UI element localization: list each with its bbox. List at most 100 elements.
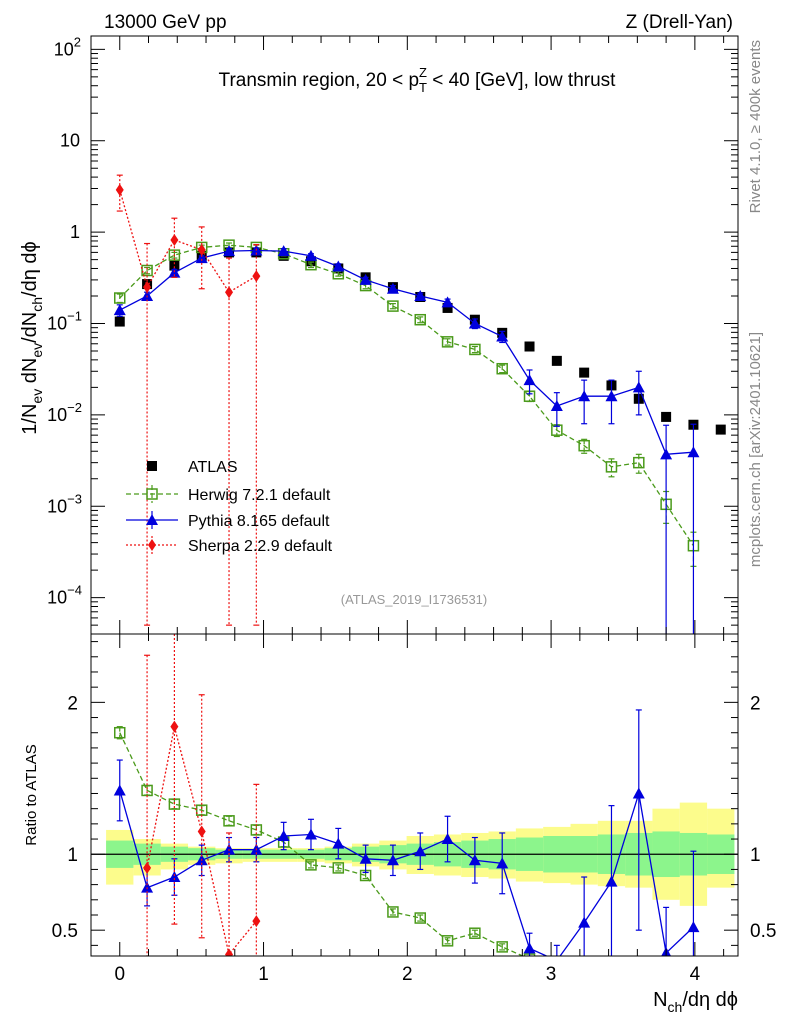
herwig-point <box>114 726 126 739</box>
pythia-point <box>113 784 126 796</box>
herwig-line <box>119 244 694 547</box>
ratio-y-tick-label: 1 <box>67 845 78 866</box>
sherpa-point <box>170 233 179 246</box>
mcplots-label: mcplots.cern.ch [arXiv:2401.10621] <box>747 332 764 567</box>
pythia-point <box>195 252 208 264</box>
pythia-point <box>605 390 618 402</box>
ratio-y-tick-label-right: 0.5 <box>750 921 776 942</box>
herwig-point <box>633 456 645 469</box>
ratio-ylabel: Ratio to ATLAS <box>23 744 40 845</box>
atlas-point <box>579 367 590 378</box>
pythia-point <box>496 857 509 869</box>
atlas-point <box>305 256 316 267</box>
sherpa-point <box>197 243 206 256</box>
legend-label: Herwig 7.2.1 default <box>188 487 331 504</box>
pythia-point <box>605 875 618 887</box>
herwig-point <box>496 362 508 375</box>
pythia-point <box>168 871 181 883</box>
pythia-point <box>146 514 158 525</box>
pythia-point <box>632 381 645 393</box>
main-plot-content <box>113 174 726 634</box>
atlas-point <box>524 341 535 352</box>
herwig-point <box>469 927 481 939</box>
pythia-point <box>578 390 591 402</box>
herwig-point <box>223 815 235 827</box>
x-tick-label: 0 <box>114 964 125 985</box>
herwig-point <box>387 300 399 312</box>
ratio-series <box>113 634 700 956</box>
herwig-point <box>441 336 454 348</box>
y-tick-label: 10−4 <box>47 583 82 608</box>
pythia-point <box>332 260 345 272</box>
pythia-point <box>468 317 481 329</box>
pythia-point <box>359 852 372 864</box>
herwig-point <box>414 313 427 326</box>
y-tick-label: 1 <box>70 222 80 242</box>
herwig-point <box>441 935 454 947</box>
y-tick-label: 10−1 <box>47 308 82 333</box>
pythia-point <box>578 916 591 928</box>
y-tick-label: 10 <box>60 131 80 151</box>
sherpa-point <box>170 720 179 733</box>
pythia-point <box>414 845 427 857</box>
pythia-point <box>414 289 427 301</box>
ratio-y-tick-label: 2 <box>67 693 78 714</box>
ratio-y-tick-label: 0.5 <box>52 921 78 942</box>
pythia-point <box>304 828 317 840</box>
y-tick-label: 102 <box>54 34 81 59</box>
herwig-point <box>414 912 427 924</box>
pythia-point <box>359 273 372 285</box>
sherpa-point <box>197 825 206 838</box>
x-tick-label: 2 <box>402 964 413 985</box>
herwig-point <box>578 439 590 452</box>
ratio-plot-content <box>91 634 738 956</box>
herwig-point <box>114 292 126 304</box>
sherpa-point <box>148 539 156 551</box>
xlabel: Nch/dη dϕ <box>653 989 738 1015</box>
herwig-point <box>496 941 508 953</box>
herwig-point <box>469 343 481 356</box>
herwig-point <box>146 488 158 500</box>
sherpa-point <box>225 286 234 299</box>
sherpa-line <box>119 189 257 294</box>
pythia-line <box>119 790 694 956</box>
pythia-point <box>687 446 700 458</box>
pythia-point <box>660 448 673 460</box>
sherpa-point <box>225 948 234 956</box>
pythia-point <box>632 787 645 799</box>
atlas-point <box>147 461 157 471</box>
pythia-point <box>441 296 454 308</box>
ratio-frame <box>90 633 739 957</box>
sherpa-point <box>252 270 261 283</box>
sherpa-point <box>143 861 152 874</box>
main-title: Transmin region, 20 < pZ T < 40 [GeV], lo… <box>219 65 617 95</box>
legend: ATLAS Herwig 7.2.1 default Pythia 8.165 de… <box>126 459 333 555</box>
herwig-line <box>119 732 525 956</box>
pythia-point <box>523 374 536 386</box>
sherpa-point <box>252 915 261 928</box>
pythia-point <box>223 245 236 257</box>
pythia-line <box>119 249 694 455</box>
pythia-point <box>468 854 481 866</box>
main-axes: 10−4 10−3 10−2 10−1 1 10 102 <box>47 34 738 635</box>
pythia-point <box>277 245 290 257</box>
pythia-point <box>304 249 317 261</box>
herwig-point <box>605 461 618 473</box>
y-tick-label: 10−2 <box>47 400 82 425</box>
pythia-point <box>386 282 399 294</box>
sherpa-point <box>115 183 124 196</box>
rivet-label: Rivet 4.1.0, ≥ 400k events <box>747 40 764 213</box>
pythia-point <box>496 330 509 342</box>
pythia-point <box>441 833 454 845</box>
atlas-point <box>661 411 672 422</box>
main-ylabel: 1/Nev dNev/dNch/dη dϕ <box>19 241 45 434</box>
pythia-point <box>113 304 126 316</box>
pythia-point <box>141 289 154 301</box>
ratio-y-tick-label-right: 2 <box>750 693 761 714</box>
atlas-point <box>169 260 180 271</box>
atlas-point <box>551 355 562 366</box>
header-left: 13000 GeV pp <box>104 12 227 33</box>
pythia-point <box>687 921 700 933</box>
ratio-y-tick-label-right: 1 <box>750 845 761 866</box>
